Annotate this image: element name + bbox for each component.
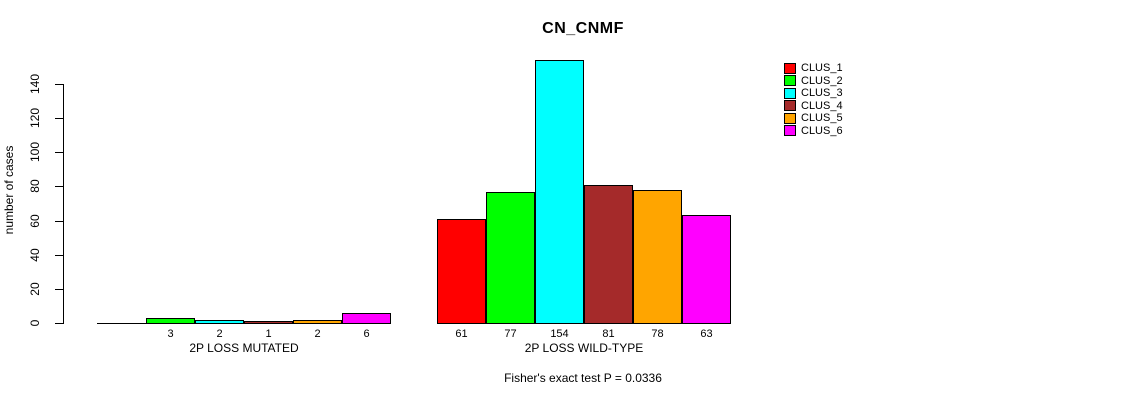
- y-tick-label: 100: [28, 141, 42, 163]
- y-tick-label: 120: [28, 107, 42, 129]
- legend-item: CLUS_5: [784, 112, 843, 125]
- bar-value-label: 2: [314, 328, 321, 340]
- bar-value-label: [97, 328, 146, 340]
- chart-title: CN_CNMF: [542, 20, 624, 37]
- bar-value-label: 6: [363, 328, 370, 340]
- y-tick-label: 60: [28, 214, 42, 228]
- annotation-text: Fisher's exact test P = 0.0336: [504, 371, 662, 385]
- legend-swatch-icon: [784, 75, 796, 87]
- bar-value-label: 1: [265, 328, 272, 340]
- bar-value-label: 61: [455, 328, 468, 340]
- bar-clus_1: [437, 219, 486, 323]
- bar-clus_2: [146, 318, 195, 323]
- legend-swatch-icon: [784, 112, 796, 124]
- bar-clus_2: [486, 192, 535, 323]
- legend-item: CLUS_4: [784, 100, 843, 113]
- bar-group-wildtype: [437, 59, 731, 324]
- legend-item: CLUS_1: [784, 62, 843, 75]
- legend-label: CLUS_4: [801, 99, 843, 112]
- bar-value-label: 2: [216, 328, 223, 340]
- y-tick: [55, 118, 64, 119]
- y-tick-label: 40: [28, 248, 42, 262]
- bar-value-label: 3: [167, 328, 174, 340]
- y-tick: [55, 255, 64, 256]
- bar-clus_4: [244, 321, 293, 323]
- legend-label: CLUS_3: [801, 87, 843, 100]
- y-axis-label: number of cases: [2, 145, 16, 235]
- bar-clus_3: [195, 320, 244, 323]
- bar-value-label: 63: [700, 328, 713, 340]
- y-axis-line: [63, 84, 64, 324]
- y-tick: [55, 289, 64, 290]
- bar-clus_3: [535, 60, 584, 323]
- bar-group-mutated: [97, 59, 391, 324]
- legend-swatch-icon: [784, 125, 796, 137]
- legend-item: CLUS_3: [784, 87, 843, 100]
- y-tick: [55, 152, 64, 153]
- legend-label: CLUS_2: [801, 74, 843, 87]
- legend-swatch-icon: [784, 87, 796, 99]
- legend-label: CLUS_6: [801, 124, 843, 137]
- bar-clus_5: [633, 190, 682, 323]
- legend-item: CLUS_2: [784, 75, 843, 88]
- legend-label: CLUS_1: [801, 62, 843, 75]
- bar-value-label: 78: [651, 328, 664, 340]
- bar-value-label: 154: [550, 328, 569, 340]
- bar-value-labels-mutated: 3 2 1 2 6: [97, 328, 391, 340]
- legend-label: CLUS_5: [801, 112, 843, 125]
- legend-item: CLUS_6: [784, 125, 843, 138]
- y-tick: [55, 323, 64, 324]
- y-tick: [55, 221, 64, 222]
- y-tick-label: 20: [28, 282, 42, 296]
- y-tick: [55, 84, 64, 85]
- legend-swatch-icon: [784, 100, 796, 112]
- bar-clus_6: [682, 215, 731, 323]
- y-tick: [55, 186, 64, 187]
- legend-swatch-icon: [784, 62, 796, 74]
- y-tick-label: 140: [28, 73, 42, 95]
- x-group-label-wildtype: 2P LOSS WILD-TYPE: [524, 341, 644, 355]
- bar-clus_4: [584, 185, 633, 323]
- legend: CLUS_1 CLUS_2 CLUS_3 CLUS_4 CLUS_5 CLUS_6: [784, 62, 843, 137]
- bar-value-labels-wildtype: 61 77 154 81 78 63: [437, 328, 731, 340]
- bar-value-label: 81: [602, 328, 615, 340]
- y-tick-label: 80: [28, 179, 42, 193]
- x-group-label-mutated: 2P LOSS MUTATED: [189, 341, 299, 355]
- bar-value-label: 77: [504, 328, 517, 340]
- y-tick-label: 0: [28, 319, 42, 327]
- bar-clus_6: [342, 313, 391, 323]
- bar-clus_5: [293, 320, 342, 323]
